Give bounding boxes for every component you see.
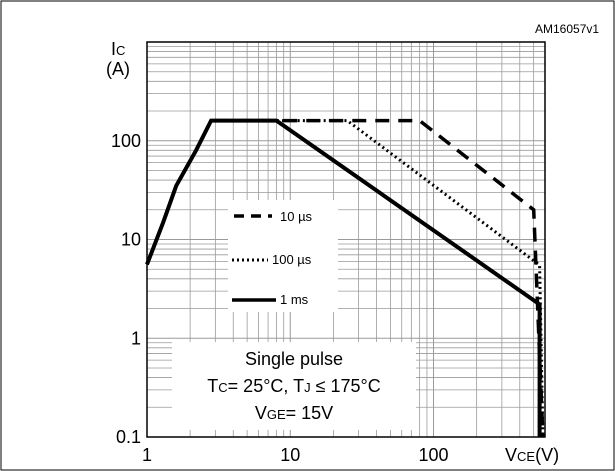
- x-axis-label-sub: CE: [517, 449, 535, 464]
- x-tick-label: 10: [280, 445, 300, 465]
- x-tick-label: 100: [418, 445, 448, 465]
- annotation-box: Single pulse TC= 25°C, TJ ≤ 175°C VGE= 1…: [172, 342, 416, 430]
- y-tick-label: 100: [111, 131, 141, 151]
- plot-area-frame: [146, 41, 546, 438]
- y-tick-label: 1: [131, 328, 141, 348]
- annotation-background: [172, 342, 416, 430]
- x-axis-label-main: V: [505, 445, 517, 465]
- series-line-2: [145, 118, 542, 437]
- legend-background: [228, 200, 338, 312]
- y-tick-label: 10: [121, 230, 141, 250]
- legend-label-1ms: 1 ms: [280, 292, 309, 307]
- y-tick-label: 0.1: [116, 427, 141, 447]
- y-axis-unit: (A): [106, 59, 130, 79]
- x-axis-label-unit: (V): [535, 445, 559, 465]
- legend: 10 µs 100 µs 1 ms: [228, 200, 338, 312]
- legend-label-10us: 10 µs: [280, 209, 313, 224]
- annotation-line2: TC= 25°C, TJ ≤ 175°C: [207, 376, 380, 396]
- x-axis-label: VCE(V): [505, 445, 559, 465]
- x-tick-label: 1: [142, 445, 152, 465]
- series-layer: [145, 118, 545, 438]
- annotation-line1: Single pulse: [245, 349, 343, 369]
- y-axis-label: IC: [111, 39, 125, 59]
- y-axis-label-sub: C: [116, 43, 125, 58]
- y-axis-label-main: I: [111, 39, 116, 59]
- figure-id: AM16057v1: [535, 22, 599, 36]
- legend-label-100us: 100 µs: [272, 252, 312, 267]
- annotation-line3: VGE= 15V: [255, 403, 333, 423]
